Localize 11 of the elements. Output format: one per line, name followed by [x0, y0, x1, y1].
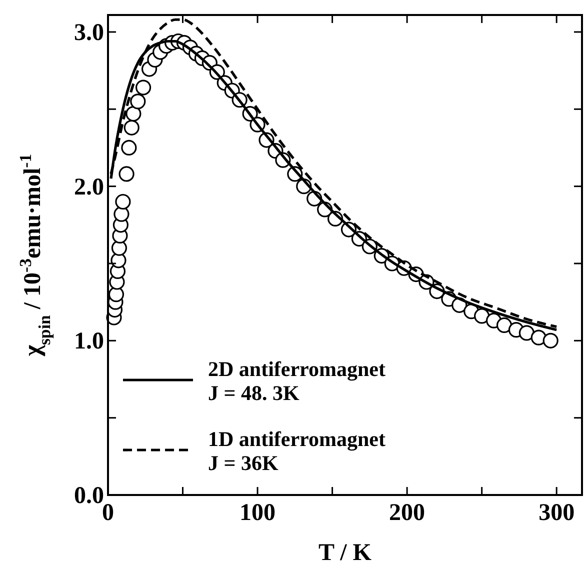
x-tick-label: 100	[240, 500, 276, 526]
legend-label: 1D antiferromagnet J = 36K	[208, 427, 386, 475]
y-tick-label: 1.0	[74, 328, 104, 355]
y-tick-label: 3.0	[74, 20, 104, 46]
x-tick-label: 0	[102, 500, 114, 526]
x-tick-label: 300	[538, 500, 575, 526]
y-tick-label: 0.0	[74, 483, 104, 509]
x-axis-title: T / K	[318, 540, 372, 566]
y-tick-label: 2.0	[74, 174, 104, 200]
x-tick-label: 200	[389, 500, 426, 526]
legend-label: 2D antiferromagnet J = 48. 3K	[208, 357, 386, 405]
